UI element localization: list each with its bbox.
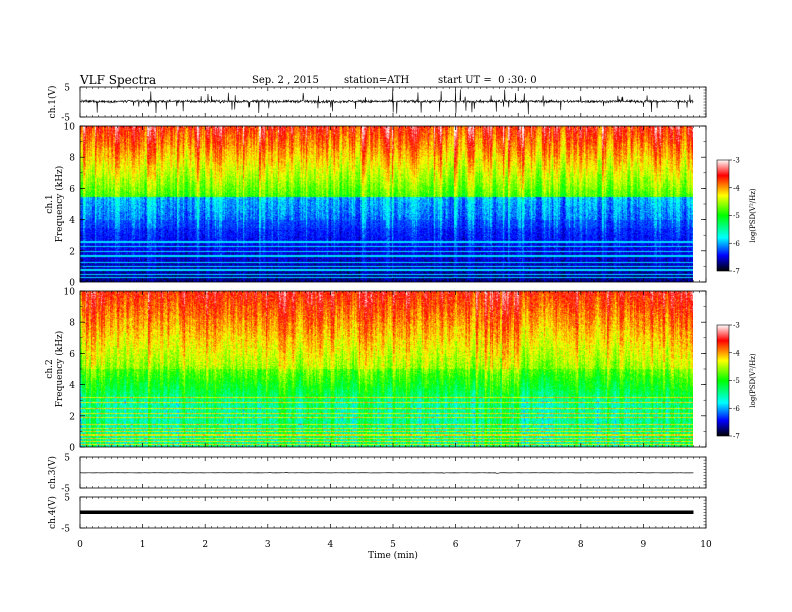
y-tick-label: -5 xyxy=(61,114,70,124)
colorbar-tick-label: -3 xyxy=(733,322,740,330)
y-tick-label: 4 xyxy=(69,381,75,391)
y-tick-label: 6 xyxy=(69,350,75,360)
x-tick-label: 7 xyxy=(515,540,521,550)
y-tick-label: -5 xyxy=(61,525,70,535)
y-label-line: Frequency (kHz) xyxy=(54,166,65,243)
x-tick-label: 6 xyxy=(453,540,459,550)
x-tick-label: 5 xyxy=(390,540,396,550)
y-tick-label: 10 xyxy=(64,123,76,133)
colorbar-label: log(PSD(V²/Hz) xyxy=(749,188,757,243)
colorbar-2 xyxy=(716,324,730,437)
x-tick-label: 4 xyxy=(328,540,334,550)
y-tick-label: 2 xyxy=(69,247,75,257)
colorbar-label: log(PSD(V²/Hz) xyxy=(749,353,757,408)
x-tick-label: 9 xyxy=(641,540,647,550)
y-tick-label: 2 xyxy=(69,412,75,422)
y-tick-label: 8 xyxy=(69,319,75,329)
y-tick-label: -5 xyxy=(61,485,70,495)
colorbar-tick-label: -5 xyxy=(733,377,740,385)
station-label: station=ATH xyxy=(344,75,410,86)
x-tick-label: 8 xyxy=(578,540,584,550)
x-tick-label: 10 xyxy=(700,540,712,550)
y-axis-label: ch.1 Frequency (kHz) xyxy=(45,166,65,243)
y-tick-label: 6 xyxy=(69,185,75,195)
colorbar-1 xyxy=(716,159,730,272)
y-label-text: ch.1(V) xyxy=(47,86,58,119)
colorbar-label-text: log(PSD(V²/Hz) xyxy=(749,188,757,243)
colorbar-tick-label: -7 xyxy=(733,268,740,276)
y-tick-label: 5 xyxy=(64,494,70,504)
y-tick-label: 0 xyxy=(69,444,75,454)
y-axis-label: ch.4(V) xyxy=(47,496,58,529)
y-label-line: Frequency (kHz) xyxy=(54,331,65,408)
y-axis-label: ch.1(V) xyxy=(47,86,58,119)
y-tick-label: 10 xyxy=(64,288,76,298)
y-label-line: ch.1 xyxy=(45,194,55,213)
x-tick-label: 3 xyxy=(265,540,271,550)
x-axis-label: Time (min) xyxy=(368,550,418,561)
colorbar-tick-label: -3 xyxy=(733,157,740,165)
y-label-text: ch.3(V) xyxy=(47,456,58,489)
y-label-text: ch.4(V) xyxy=(47,496,58,529)
colorbar-tick-label: -7 xyxy=(733,433,740,441)
y-tick-label: 4 xyxy=(69,216,75,226)
spectrogram-image xyxy=(80,291,693,447)
colorbar-tick-label: -6 xyxy=(733,240,740,248)
colorbar-tick-label: -4 xyxy=(733,349,740,357)
waveform-trace xyxy=(79,472,694,474)
colorbar-tick-label: -6 xyxy=(733,405,740,413)
colorbar-tick-label: -5 xyxy=(733,212,740,220)
y-tick-label: 0 xyxy=(69,279,75,289)
y-tick-label: 5 xyxy=(64,454,70,464)
date-label: Sep. 2 , 2015 xyxy=(252,75,319,86)
chart-title: VLF Spectra xyxy=(80,73,157,87)
y-axis-label: ch.2 Frequency (kHz) xyxy=(45,331,65,408)
colorbar-tick-label: -4 xyxy=(733,184,740,192)
y-tick-label: 8 xyxy=(69,154,75,164)
x-tick-label: 0 xyxy=(77,540,83,550)
y-label-line: ch.2 xyxy=(45,359,55,378)
y-axis-label: ch.3(V) xyxy=(47,456,58,489)
spectrogram-image xyxy=(80,126,693,282)
x-tick-label: 2 xyxy=(202,540,208,550)
x-tick-label: 1 xyxy=(140,540,146,550)
waveform-trace xyxy=(79,88,694,115)
colorbar-label-text: log(PSD(V²/Hz) xyxy=(749,353,757,408)
y-tick-label: 5 xyxy=(64,84,70,94)
start-ut-label: start UT = 0 :30: 0 xyxy=(438,75,537,86)
